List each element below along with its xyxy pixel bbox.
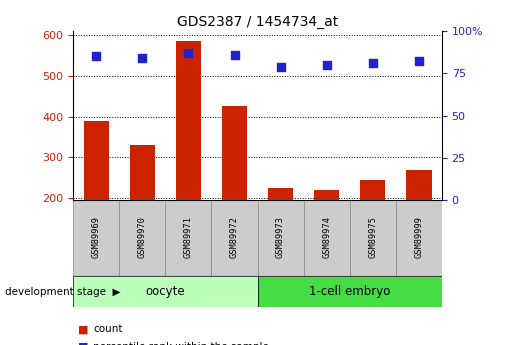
- Point: [138, 55, 146, 61]
- Point: [92, 54, 100, 59]
- Bar: [406, 169, 431, 279]
- Bar: [73, 276, 258, 307]
- Bar: [304, 200, 350, 276]
- Text: percentile rank within the sample: percentile rank within the sample: [93, 342, 269, 345]
- Text: ■: ■: [78, 324, 89, 334]
- Point: [323, 62, 331, 68]
- Text: oocyte: oocyte: [145, 285, 185, 298]
- Point: [369, 60, 377, 66]
- Text: GSM89973: GSM89973: [276, 216, 285, 257]
- Bar: [268, 188, 293, 279]
- Title: GDS2387 / 1454734_at: GDS2387 / 1454734_at: [177, 14, 338, 29]
- Bar: [349, 200, 396, 276]
- Text: GSM89969: GSM89969: [92, 216, 101, 257]
- Bar: [212, 200, 258, 276]
- Bar: [396, 200, 442, 276]
- Bar: [130, 145, 155, 279]
- Bar: [176, 41, 201, 279]
- Bar: [73, 200, 119, 276]
- Text: GSM89970: GSM89970: [138, 216, 147, 257]
- Point: [184, 50, 192, 56]
- Point: [277, 64, 285, 69]
- Bar: [165, 200, 212, 276]
- Point: [230, 52, 238, 58]
- Text: GSM89971: GSM89971: [184, 216, 193, 257]
- Text: development stage  ▶: development stage ▶: [5, 287, 121, 296]
- Text: ■: ■: [78, 342, 89, 345]
- Text: GSM89999: GSM89999: [414, 216, 423, 257]
- Bar: [84, 121, 109, 279]
- Bar: [119, 200, 165, 276]
- Point: [415, 59, 423, 64]
- Text: GSM89975: GSM89975: [368, 216, 377, 257]
- Bar: [314, 190, 339, 279]
- Text: count: count: [93, 324, 123, 334]
- Bar: [258, 200, 304, 276]
- Text: GSM89972: GSM89972: [230, 216, 239, 257]
- Bar: [222, 106, 247, 279]
- Text: 1-cell embryo: 1-cell embryo: [309, 285, 390, 298]
- Bar: [258, 276, 442, 307]
- Text: GSM89974: GSM89974: [322, 216, 331, 257]
- Bar: [360, 180, 385, 279]
